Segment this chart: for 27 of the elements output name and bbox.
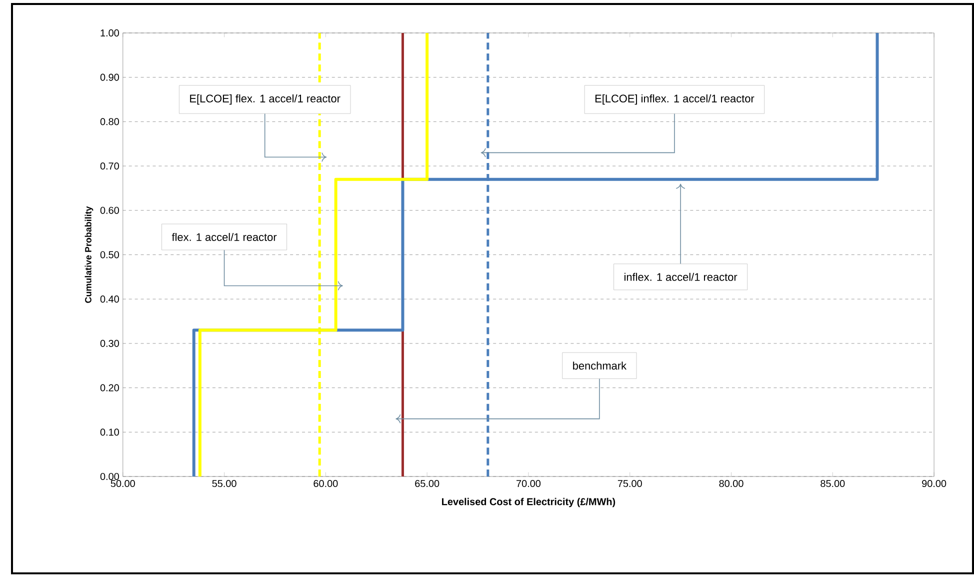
x-tick-label: 65.00 bbox=[415, 480, 440, 487]
x-tick-label: 70.00 bbox=[516, 480, 541, 487]
y-tick-label: 0.30 bbox=[100, 340, 119, 347]
x-tick-label: 50.00 bbox=[110, 480, 135, 487]
x-axis-title: Levelised Cost of Electricity (£/MWh) bbox=[442, 498, 616, 507]
y-tick-label: 1.00 bbox=[100, 29, 119, 36]
annotation: inflex. 1 accel/1 reactor bbox=[624, 272, 738, 281]
y-tick-label: 0.60 bbox=[100, 206, 119, 214]
y-tick-label: 0.50 bbox=[100, 251, 119, 258]
x-tick-label: 75.00 bbox=[618, 480, 642, 487]
annotation: E[LCOE] flex. 1 accel/1 reactor bbox=[190, 94, 340, 104]
annotation: E[LCOE] inflex. 1 accel/1 reactor bbox=[595, 94, 754, 104]
y-tick-label: 0.20 bbox=[100, 384, 119, 392]
annotation: benchmark bbox=[573, 361, 627, 370]
x-tick-label: 55.00 bbox=[212, 480, 236, 487]
y-tick-label: 0.70 bbox=[100, 162, 119, 170]
annotation: flex. 1 accel/1 reactor bbox=[172, 232, 277, 241]
x-tick-label: 80.00 bbox=[719, 480, 744, 487]
y-tick-label: 0.80 bbox=[100, 118, 119, 125]
y-tick-label: 0.00 bbox=[100, 472, 119, 480]
x-tick-label: 60.00 bbox=[314, 480, 338, 487]
x-tick-label: 85.00 bbox=[820, 480, 845, 487]
x-tick-label: 90.00 bbox=[922, 480, 946, 487]
y-axis-title: Cumulative Probability bbox=[84, 206, 94, 303]
y-tick-label: 0.90 bbox=[100, 74, 119, 81]
y-tick-label: 0.10 bbox=[100, 428, 119, 436]
y-tick-label: 0.40 bbox=[100, 295, 119, 302]
